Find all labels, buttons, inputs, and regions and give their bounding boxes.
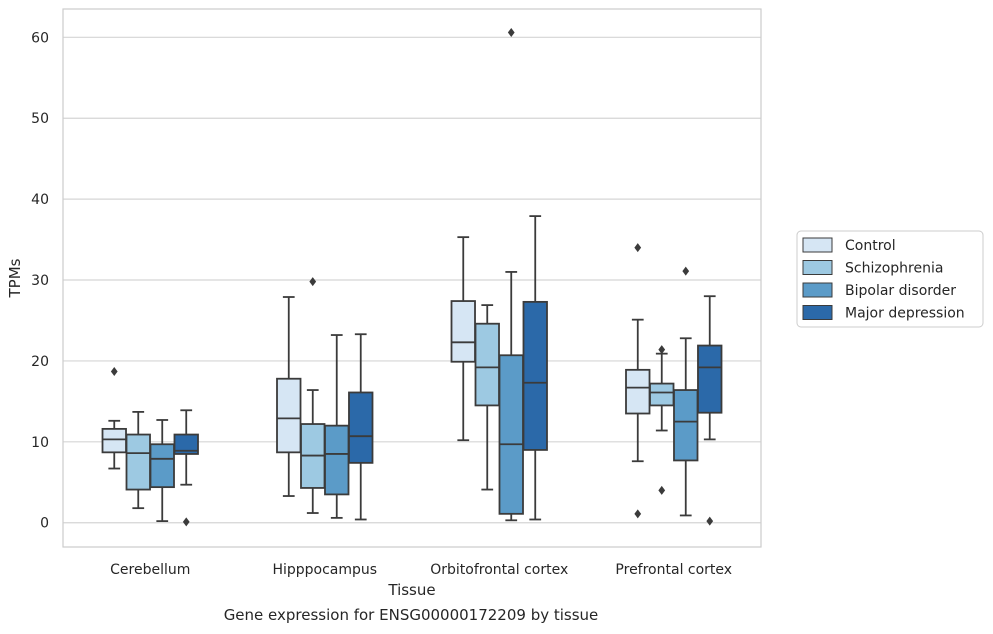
iqr-box (474, 322, 500, 407)
box-schizophrenia (474, 304, 500, 491)
box-schizophrenia (125, 410, 151, 510)
outlier-point (658, 485, 666, 495)
x-tick-label: Cerebellum (110, 562, 190, 578)
iqr-box (697, 344, 723, 414)
iqr-box (498, 354, 524, 515)
box-schizophrenia (300, 277, 326, 514)
legend-label: Bipolar disorder (845, 283, 956, 299)
iqr-box (101, 427, 127, 454)
x-axis-label: Tissue (387, 581, 435, 599)
outlier-point (507, 27, 515, 37)
iqr-box (276, 377, 302, 454)
iqr-box (173, 433, 199, 455)
x-tick-label: Hipppocampus (272, 562, 377, 578)
outlier-point (682, 266, 690, 276)
x-tick-label: Prefrontal cortex (615, 562, 732, 578)
iqr-box (125, 433, 151, 491)
box-major-depression (697, 295, 723, 526)
plot-boxes (101, 27, 723, 527)
iqr-box (649, 382, 675, 407)
legend-swatch (802, 260, 833, 275)
box-schizophrenia (649, 345, 675, 495)
outlier-point (634, 509, 642, 519)
figure-caption: Gene expression for ENSG00000172209 by t… (223, 606, 599, 624)
y-tick-label: 50 (31, 111, 49, 127)
outlier-point (309, 277, 317, 287)
y-tick-labels: 0 10 20 30 40 50 60 (31, 30, 49, 531)
legend-label: Control (845, 238, 896, 254)
outlier-point (634, 243, 642, 253)
legend-label: Schizophrenia (845, 261, 943, 277)
legend-swatch (802, 305, 833, 320)
box-major-depression (348, 333, 374, 521)
y-tick-label: 60 (31, 30, 49, 46)
y-tick-label: 30 (31, 273, 49, 289)
box-bipolar-disorder (673, 266, 699, 517)
box-bipolar-disorder (324, 334, 350, 519)
y-tick-label: 40 (31, 192, 49, 208)
box-bipolar-disorder (149, 419, 175, 523)
iqr-box (149, 443, 175, 489)
y-tick-label: 0 (40, 516, 49, 532)
plot-frame (62, 8, 762, 548)
iqr-box (348, 391, 374, 464)
box-control (450, 236, 476, 442)
box-major-depression (522, 215, 548, 521)
outlier-point (658, 345, 666, 355)
box-control (625, 243, 651, 519)
box-control (101, 366, 127, 470)
box-bipolar-disorder (498, 27, 524, 522)
y-tick-label: 20 (31, 354, 49, 370)
legend-swatch (802, 282, 833, 298)
iqr-box (625, 368, 651, 415)
outlier-point (110, 366, 118, 376)
outlier-point (706, 516, 714, 526)
iqr-box (673, 389, 699, 462)
x-tick-labels: Cerebellum Hipppocampus Orbitofrontal cort… (110, 562, 732, 578)
legend: Control Schizophrenia Bipolar disorder Majo… (796, 230, 984, 328)
legend-frame (796, 230, 984, 328)
legend-label: Major depression (845, 306, 965, 322)
legend-swatch (802, 237, 833, 253)
y-tick-label: 10 (31, 435, 49, 451)
iqr-box (324, 424, 350, 496)
iqr-box (450, 300, 476, 363)
iqr-box (522, 300, 548, 451)
outlier-point (182, 517, 190, 527)
x-tick-label: Orbitofrontal cortex (430, 562, 568, 578)
box-major-depression (173, 409, 199, 527)
y-axis-label: TPMs (6, 258, 24, 298)
box-control (276, 296, 302, 497)
